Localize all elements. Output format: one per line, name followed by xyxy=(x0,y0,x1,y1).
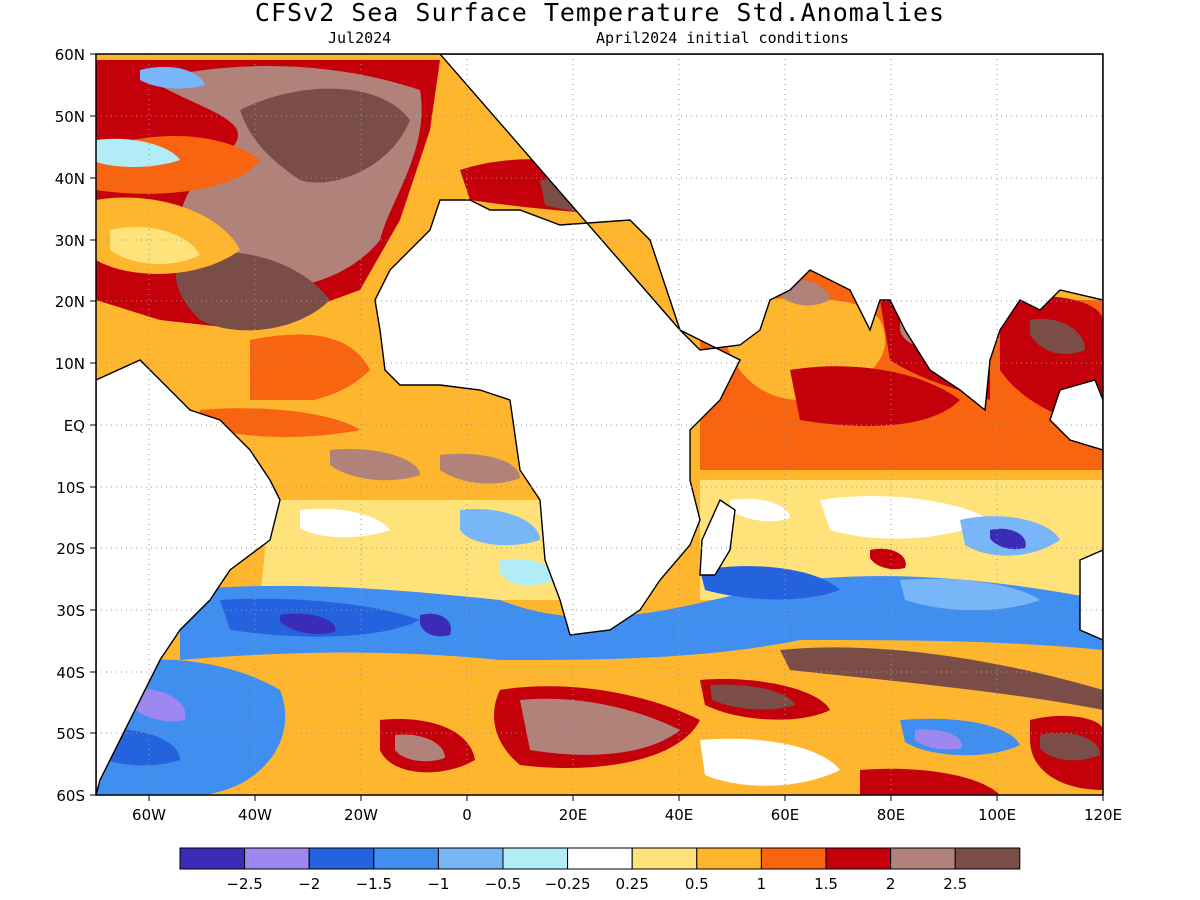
colorbar-swatch xyxy=(696,847,762,870)
lon-label: 20E xyxy=(559,806,588,824)
colorbar-label: 0.25 xyxy=(615,875,648,893)
map-title: CFSv2 Sea Surface Temperature Std.Anomal… xyxy=(254,0,946,27)
colorbar-swatch xyxy=(179,847,246,870)
lat-label: 40N xyxy=(55,170,85,188)
colorbar-swatch xyxy=(890,847,956,870)
colorbar-label: −2.5 xyxy=(226,875,262,893)
colorbar-swatch xyxy=(437,847,504,870)
lat-label: 50S xyxy=(56,725,85,743)
lat-label: 30N xyxy=(55,232,85,250)
lon-label: 20W xyxy=(344,806,378,824)
lat-label: 40S xyxy=(56,664,85,682)
colorbar-label: 2.5 xyxy=(943,875,967,893)
longitude-labels: 60W 40W 20W 0 20E 40E 60E 80E 100E 120E xyxy=(132,806,1122,824)
lat-label: 20N xyxy=(55,293,85,311)
colorbar: −2.5 −2 −1.5 −1 −0.5 −0.25 0.25 0.5 1 1.5 2 2.5 xyxy=(179,847,1021,893)
colorbar-label: 2 xyxy=(886,875,896,893)
colorbar-label: −0.5 xyxy=(485,875,521,893)
graticule xyxy=(96,54,1103,795)
lat-label: 20S xyxy=(56,540,85,558)
colorbar-swatch xyxy=(825,847,892,870)
colorbar-swatch xyxy=(631,847,698,870)
lon-label: 120E xyxy=(1084,806,1122,824)
lon-label: 40E xyxy=(665,806,694,824)
lat-label: 30S xyxy=(56,602,85,620)
lon-label: 40W xyxy=(238,806,272,824)
lon-label: 0 xyxy=(462,806,472,824)
colorbar-label: −2 xyxy=(298,875,320,893)
tick-marks xyxy=(90,53,1104,801)
colorbar-label: −0.25 xyxy=(545,875,591,893)
colorbar-label: 0.5 xyxy=(685,875,709,893)
colorbar-swatch xyxy=(308,847,375,870)
colorbar-swatch xyxy=(502,847,569,870)
lon-label: 80E xyxy=(877,806,906,824)
lat-label: 10N xyxy=(55,355,85,373)
lat-label: 50N xyxy=(55,108,85,126)
lon-label: 100E xyxy=(978,806,1016,824)
colorbar-swatch xyxy=(244,847,310,870)
latitude-labels: 60N 50N 40N 30N 20N 10N EQ 10S 20S 30S 4… xyxy=(55,46,85,805)
lat-label: 10S xyxy=(56,479,85,497)
lat-label: EQ xyxy=(64,417,85,435)
lon-label: 60W xyxy=(132,806,166,824)
colorbar-label: 1.5 xyxy=(814,875,838,893)
valid-month-label: Jul2024 xyxy=(328,29,392,47)
lon-label: 60E xyxy=(771,806,800,824)
colorbar-label: −1.5 xyxy=(356,875,392,893)
colorbar-swatch xyxy=(954,847,1021,870)
colorbar-swatch xyxy=(760,847,827,870)
land-masses xyxy=(96,54,1103,795)
colorbar-label: 1 xyxy=(757,875,767,893)
lat-label: 60S xyxy=(56,787,85,805)
initial-conditions-label: April2024 initial conditions xyxy=(596,29,849,47)
colorbar-label: −1 xyxy=(427,875,449,893)
lat-label: 60N xyxy=(55,46,85,64)
colorbar-swatch xyxy=(567,847,633,870)
colorbar-swatch xyxy=(373,847,439,870)
